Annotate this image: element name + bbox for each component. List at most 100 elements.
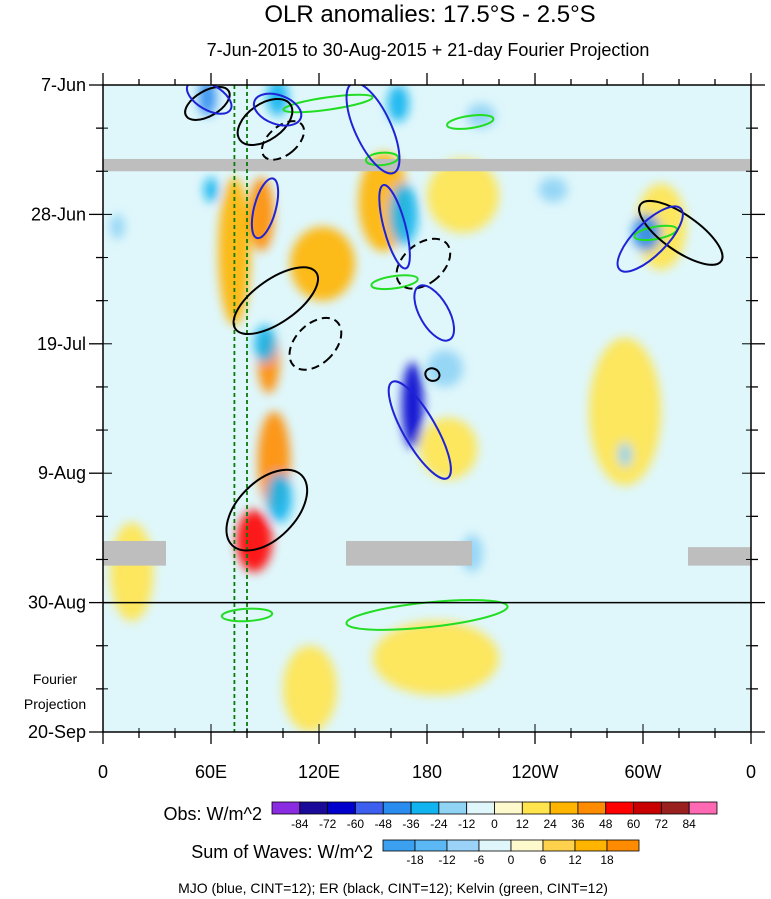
obs-colorbar-swatch — [410, 801, 440, 815]
obs-colorbar-tick-label: 72 — [655, 817, 669, 831]
x-axis: 0 60E 120E 180 120W 60W 0 — [98, 73, 756, 782]
er-contour — [638, 199, 724, 266]
y-tick-label: 9-Aug — [38, 463, 86, 483]
y-axis: 7-Jun 28-Jun 19-Jul 9-Aug 30-Aug 20-Sep — [28, 75, 765, 742]
anomaly-blob — [589, 337, 661, 486]
mjo-contour — [413, 284, 456, 342]
x-tick-label: 0 — [746, 762, 756, 782]
wave-colorbar-tick-label: 6 — [540, 853, 547, 867]
y-tick-label: 20-Sep — [28, 722, 86, 742]
anomaly-blob — [236, 510, 273, 572]
kelvin-contour — [633, 224, 678, 242]
mjo-contour — [250, 177, 280, 240]
obs-colorbar-swatch — [660, 801, 690, 815]
obs-colorbar-swatch — [577, 801, 607, 815]
wave-colorbar-swatch — [414, 839, 448, 852]
obs-colorbar-tick-label: -12 — [458, 817, 476, 831]
x-tick-label: 120W — [511, 762, 558, 782]
y-tick-label: 30-Aug — [28, 593, 86, 613]
y-tick-label: 19-Jul — [37, 334, 86, 354]
anomaly-blob — [632, 214, 661, 252]
er-contour — [232, 266, 320, 336]
obs-colorbar-swatch — [299, 801, 329, 815]
anomaly-blob — [617, 442, 633, 468]
er-contour — [260, 120, 306, 161]
projection-label-line1: Fourier — [33, 671, 78, 687]
obs-colorbar-tick-label: -60 — [347, 817, 365, 831]
missing-data-band — [103, 540, 166, 566]
er-contour — [395, 237, 452, 290]
chart-title: OLR anomalies: 17.5°S - 2.5°S — [264, 1, 595, 28]
missing-data-band — [346, 540, 472, 566]
kelvin-contour — [370, 274, 419, 291]
wave-colorbar-swatch — [510, 839, 544, 852]
obs-colorbar-tick-label: -36 — [402, 817, 420, 831]
obs-colorbar-swatch — [688, 801, 718, 815]
x-tick-label: 60W — [624, 762, 661, 782]
wave-colorbar-swatch — [446, 839, 480, 852]
anomaly-blob — [419, 417, 478, 480]
obs-colorbar-label: Obs: W/m^2 — [164, 804, 262, 824]
wave-colorbar-tick-label: 18 — [600, 853, 614, 867]
wave-colorbar-tick-label: 12 — [568, 853, 582, 867]
obs-colorbar-tick-label: 36 — [571, 817, 585, 831]
kelvin-contour — [220, 607, 274, 623]
wave-colorbar-swatch — [606, 839, 640, 852]
mjo-contour — [252, 92, 303, 127]
plot-area — [102, 84, 752, 733]
anomaly-blob — [283, 645, 337, 732]
x-tick-label: 60E — [195, 762, 227, 782]
obs-colorbar-tick-label: 60 — [627, 817, 641, 831]
kelvin-contour — [364, 151, 400, 167]
er-contour — [424, 367, 441, 382]
obs-colorbar: -84 -72 -60 -48 -36 -24 -12 0 12 24 36 48 60 72 84 — [271, 801, 718, 831]
mjo-contour — [616, 205, 684, 273]
obs-colorbar-swatch — [521, 801, 551, 815]
wave-colorbar-tick-label: 0 — [508, 853, 515, 867]
wave-colorbar-tick-label: -12 — [438, 853, 456, 867]
wave-colorbar-swatch — [382, 839, 416, 852]
wave-colorbar-tick-label: -6 — [474, 853, 485, 867]
obs-colorbar-swatch — [494, 801, 523, 815]
kelvin-contour — [446, 114, 495, 130]
missing-data-band — [103, 158, 751, 172]
er-contour — [288, 316, 343, 371]
anomaly-blobs — [110, 85, 687, 732]
obs-colorbar-tick-label: 84 — [683, 817, 697, 831]
anomaly-blob — [538, 177, 568, 203]
wave-colorbar-tick-label: -18 — [406, 853, 424, 867]
obs-colorbar-swatch — [605, 801, 634, 815]
obs-colorbar-tick-label: -84 — [291, 817, 309, 831]
y-tick-label: 28-Jun — [31, 204, 86, 224]
x-tick-label: 180 — [412, 762, 442, 782]
kelvin-contour — [282, 93, 374, 114]
obs-colorbar-swatch — [355, 801, 384, 815]
obs-colorbar-swatch — [549, 801, 579, 815]
obs-colorbar-swatch — [271, 801, 301, 815]
wave-colorbar: -18 -12 -6 0 6 12 18 — [382, 839, 640, 867]
chart-subtitle: 7-Jun-2015 to 30-Aug-2015 + 21-day Fouri… — [207, 40, 650, 60]
obs-colorbar-tick-label: 48 — [599, 817, 613, 831]
obs-colorbar-tick-label: 12 — [516, 817, 530, 831]
anomaly-blob — [427, 349, 463, 387]
projection-label-line2: Projection — [24, 696, 86, 712]
obs-colorbar-swatch — [633, 801, 662, 815]
anomaly-blob — [401, 362, 424, 449]
obs-colorbar-tick-label: -48 — [375, 817, 393, 831]
anomaly-blob — [254, 325, 276, 363]
wave-colorbar-swatch — [478, 839, 512, 852]
anomaly-blob — [203, 177, 219, 203]
wave-colorbar-swatch — [542, 839, 576, 852]
anomaly-blob — [290, 226, 355, 301]
obs-colorbar-swatch — [327, 801, 356, 815]
anomaly-blob — [427, 158, 499, 233]
obs-colorbar-tick-label: -72 — [319, 817, 337, 831]
obs-colorbar-swatch — [382, 801, 412, 815]
anomaly-blob — [373, 621, 499, 696]
obs-colorbar-tick-label: -24 — [430, 817, 448, 831]
mjo-contour — [378, 183, 411, 270]
obs-colorbar-tick-label: 0 — [491, 817, 498, 831]
anomaly-field — [110, 85, 687, 732]
